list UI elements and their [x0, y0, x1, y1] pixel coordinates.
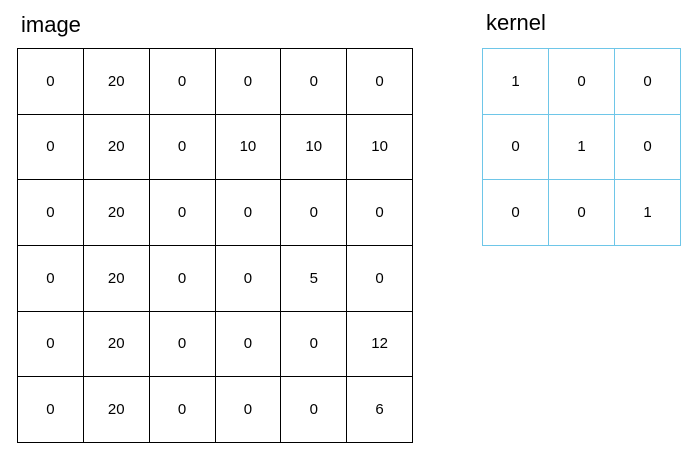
image-matrix: 0 20 0 0 0 0 0 20 0 10 10 10 0 20 0 0 0 … [17, 48, 413, 443]
image-cell: 0 [18, 114, 84, 181]
image-cell: 20 [83, 245, 150, 312]
image-cell: 0 [149, 180, 216, 246]
image-cell: 20 [83, 49, 150, 115]
image-cell: 10 [281, 114, 348, 181]
kernel-cell: 0 [615, 49, 681, 115]
image-cell: 0 [149, 114, 216, 181]
image-cell: 5 [281, 245, 348, 312]
image-cell: 20 [83, 114, 150, 181]
image-cell: 0 [281, 377, 348, 443]
image-cell: 0 [281, 180, 348, 246]
image-title: image [21, 12, 81, 37]
image-cell: 0 [149, 245, 216, 312]
image-cell: 12 [347, 311, 413, 378]
image-cell: 0 [18, 377, 84, 443]
kernel-cell: 0 [615, 114, 681, 181]
kernel-cell: 0 [549, 49, 615, 115]
image-cell: 0 [18, 311, 84, 378]
image-cell: 0 [347, 49, 413, 115]
image-cell: 20 [83, 180, 150, 246]
image-cell: 0 [347, 245, 413, 312]
image-cell: 6 [347, 377, 413, 443]
kernel-cell: 0 [549, 180, 615, 246]
image-cell: 20 [83, 311, 150, 378]
image-cell: 0 [215, 180, 282, 246]
kernel-title: kernel [486, 10, 546, 35]
image-cell: 0 [149, 311, 216, 378]
kernel-cell: 1 [615, 180, 681, 246]
image-cell: 0 [347, 180, 413, 246]
image-cell: 0 [215, 377, 282, 443]
image-cell: 10 [347, 114, 413, 181]
image-cell: 10 [215, 114, 282, 181]
image-cell: 0 [18, 180, 84, 246]
image-cell: 0 [149, 377, 216, 443]
image-cell: 20 [83, 377, 150, 443]
image-cell: 0 [18, 49, 84, 115]
image-cell: 0 [281, 49, 348, 115]
image-cell: 0 [215, 49, 282, 115]
image-cell: 0 [18, 245, 84, 312]
image-cell: 0 [215, 245, 282, 312]
kernel-cell: 0 [483, 114, 549, 181]
kernel-matrix: 1 0 0 0 1 0 0 0 1 [482, 48, 681, 246]
kernel-cell: 1 [483, 49, 549, 115]
image-cell: 0 [281, 311, 348, 378]
image-cell: 0 [149, 49, 216, 115]
image-cell: 0 [215, 311, 282, 378]
kernel-cell: 0 [483, 180, 549, 246]
kernel-cell: 1 [549, 114, 615, 181]
